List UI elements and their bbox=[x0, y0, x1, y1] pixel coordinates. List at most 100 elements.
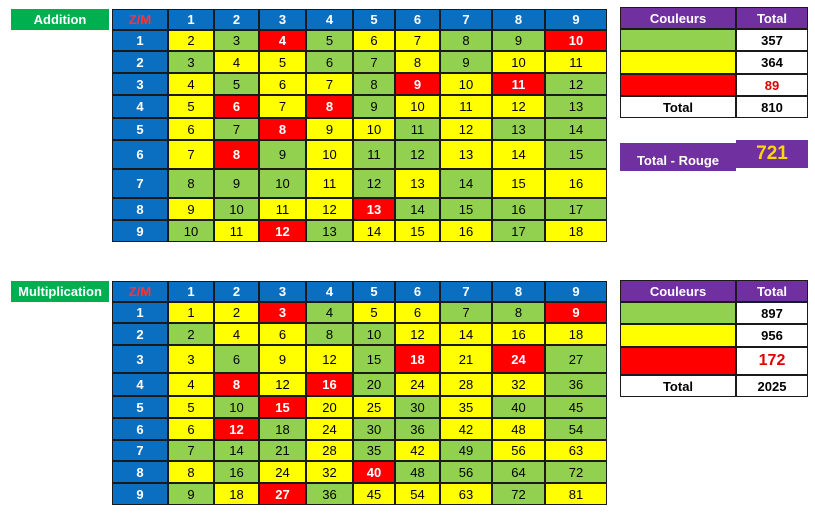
multiplication-cell[interactable]: 8 bbox=[214, 373, 259, 396]
addition-cell[interactable]: 11 bbox=[440, 95, 492, 118]
multiplication-cell[interactable]: 36 bbox=[545, 373, 607, 396]
addition-cell[interactable]: 14 bbox=[492, 140, 545, 169]
addition-cell[interactable]: 15 bbox=[440, 198, 492, 220]
multiplication-cell[interactable]: 16 bbox=[492, 323, 545, 345]
addition-cell[interactable]: 18 bbox=[545, 220, 607, 242]
addition-cell[interactable]: 12 bbox=[395, 140, 440, 169]
multiplication-cell[interactable]: 9 bbox=[259, 345, 306, 373]
addition-cell[interactable]: 15 bbox=[492, 169, 545, 198]
multiplication-cell[interactable]: 12 bbox=[259, 373, 306, 396]
multiplication-cell[interactable]: 14 bbox=[214, 440, 259, 461]
multiplication-cell[interactable]: 20 bbox=[306, 396, 353, 418]
multiplication-cell[interactable]: 45 bbox=[353, 483, 395, 505]
addition-cell[interactable]: 7 bbox=[306, 73, 353, 95]
multiplication-cell[interactable]: 63 bbox=[545, 440, 607, 461]
multiplication-cell[interactable]: 30 bbox=[395, 396, 440, 418]
addition-cell[interactable]: 10 bbox=[306, 140, 353, 169]
addition-cell[interactable]: 14 bbox=[545, 118, 607, 140]
multiplication-cell[interactable]: 12 bbox=[306, 345, 353, 373]
addition-cell[interactable]: 7 bbox=[395, 30, 440, 51]
multiplication-cell[interactable]: 18 bbox=[214, 483, 259, 505]
addition-cell[interactable]: 10 bbox=[168, 220, 214, 242]
multiplication-cell[interactable]: 32 bbox=[492, 373, 545, 396]
multiplication-cell[interactable]: 21 bbox=[259, 440, 306, 461]
multiplication-cell[interactable]: 30 bbox=[353, 418, 395, 440]
addition-cell[interactable]: 7 bbox=[214, 118, 259, 140]
addition-cell[interactable]: 12 bbox=[492, 95, 545, 118]
multiplication-cell[interactable]: 15 bbox=[353, 345, 395, 373]
addition-cell[interactable]: 11 bbox=[259, 198, 306, 220]
multiplication-cell[interactable]: 4 bbox=[306, 302, 353, 323]
addition-cell[interactable]: 13 bbox=[395, 169, 440, 198]
addition-cell[interactable]: 14 bbox=[440, 169, 492, 198]
multiplication-cell[interactable]: 24 bbox=[259, 461, 306, 483]
addition-cell[interactable]: 5 bbox=[259, 51, 306, 73]
addition-cell[interactable]: 12 bbox=[440, 118, 492, 140]
addition-cell[interactable]: 8 bbox=[259, 118, 306, 140]
multiplication-cell[interactable]: 5 bbox=[353, 302, 395, 323]
addition-cell[interactable]: 6 bbox=[353, 30, 395, 51]
multiplication-cell[interactable]: 18 bbox=[259, 418, 306, 440]
multiplication-cell[interactable]: 25 bbox=[353, 396, 395, 418]
multiplication-cell[interactable]: 48 bbox=[395, 461, 440, 483]
multiplication-cell[interactable]: 48 bbox=[492, 418, 545, 440]
addition-cell[interactable]: 12 bbox=[259, 220, 306, 242]
addition-cell[interactable]: 14 bbox=[395, 198, 440, 220]
addition-cell[interactable]: 12 bbox=[306, 198, 353, 220]
multiplication-cell[interactable]: 6 bbox=[395, 302, 440, 323]
multiplication-cell[interactable]: 2 bbox=[214, 302, 259, 323]
multiplication-cell[interactable]: 28 bbox=[306, 440, 353, 461]
addition-cell[interactable]: 10 bbox=[440, 73, 492, 95]
addition-cell[interactable]: 15 bbox=[395, 220, 440, 242]
multiplication-cell[interactable]: 21 bbox=[440, 345, 492, 373]
addition-cell[interactable]: 7 bbox=[168, 140, 214, 169]
addition-cell[interactable]: 11 bbox=[306, 169, 353, 198]
multiplication-cell[interactable]: 7 bbox=[440, 302, 492, 323]
multiplication-cell[interactable]: 8 bbox=[306, 323, 353, 345]
addition-cell[interactable]: 4 bbox=[168, 73, 214, 95]
addition-cell[interactable]: 9 bbox=[492, 30, 545, 51]
addition-cell[interactable]: 16 bbox=[440, 220, 492, 242]
multiplication-cell[interactable]: 10 bbox=[214, 396, 259, 418]
addition-cell[interactable]: 6 bbox=[306, 51, 353, 73]
addition-cell[interactable]: 9 bbox=[306, 118, 353, 140]
multiplication-cell[interactable]: 49 bbox=[440, 440, 492, 461]
multiplication-cell[interactable]: 18 bbox=[395, 345, 440, 373]
addition-cell[interactable]: 16 bbox=[492, 198, 545, 220]
multiplication-cell[interactable]: 24 bbox=[306, 418, 353, 440]
addition-cell[interactable]: 3 bbox=[214, 30, 259, 51]
multiplication-cell[interactable]: 27 bbox=[545, 345, 607, 373]
multiplication-cell[interactable]: 8 bbox=[492, 302, 545, 323]
multiplication-cell[interactable]: 81 bbox=[545, 483, 607, 505]
addition-cell[interactable]: 11 bbox=[492, 73, 545, 95]
multiplication-cell[interactable]: 24 bbox=[492, 345, 545, 373]
multiplication-cell[interactable]: 54 bbox=[395, 483, 440, 505]
multiplication-cell[interactable]: 32 bbox=[306, 461, 353, 483]
multiplication-cell[interactable]: 42 bbox=[440, 418, 492, 440]
addition-cell[interactable]: 7 bbox=[353, 51, 395, 73]
multiplication-cell[interactable]: 35 bbox=[440, 396, 492, 418]
addition-cell[interactable]: 14 bbox=[353, 220, 395, 242]
addition-cell[interactable]: 10 bbox=[545, 30, 607, 51]
multiplication-cell[interactable]: 5 bbox=[168, 396, 214, 418]
addition-cell[interactable]: 13 bbox=[440, 140, 492, 169]
multiplication-cell[interactable]: 3 bbox=[259, 302, 306, 323]
multiplication-cell[interactable]: 2 bbox=[168, 323, 214, 345]
multiplication-cell[interactable]: 1 bbox=[168, 302, 214, 323]
multiplication-cell[interactable]: 3 bbox=[168, 345, 214, 373]
addition-cell[interactable]: 2 bbox=[168, 30, 214, 51]
multiplication-cell[interactable]: 54 bbox=[545, 418, 607, 440]
multiplication-cell[interactable]: 9 bbox=[168, 483, 214, 505]
addition-cell[interactable]: 11 bbox=[545, 51, 607, 73]
multiplication-cell[interactable]: 6 bbox=[214, 345, 259, 373]
multiplication-cell[interactable]: 16 bbox=[214, 461, 259, 483]
multiplication-cell[interactable]: 63 bbox=[440, 483, 492, 505]
addition-cell[interactable]: 10 bbox=[353, 118, 395, 140]
multiplication-cell[interactable]: 6 bbox=[168, 418, 214, 440]
addition-cell[interactable]: 12 bbox=[353, 169, 395, 198]
addition-cell[interactable]: 8 bbox=[168, 169, 214, 198]
addition-cell[interactable]: 6 bbox=[259, 73, 306, 95]
multiplication-cell[interactable]: 12 bbox=[214, 418, 259, 440]
multiplication-cell[interactable]: 24 bbox=[395, 373, 440, 396]
multiplication-cell[interactable]: 4 bbox=[168, 373, 214, 396]
